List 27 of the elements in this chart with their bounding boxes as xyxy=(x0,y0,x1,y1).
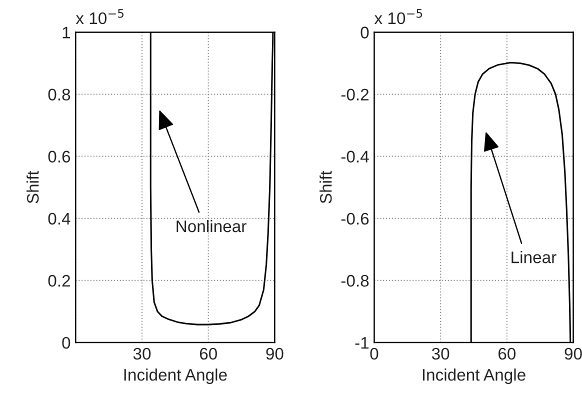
text: x 10$^{−5}$ xyxy=(374,9,422,24)
y-tick-label: 0.4 xyxy=(48,212,70,225)
y-tick-label: 0 xyxy=(62,336,70,349)
x-tick-label: 0 xyxy=(370,348,378,360)
x-tick-label: 30 xyxy=(133,348,151,360)
y-tick-label: 0.8 xyxy=(48,88,70,101)
x-tick-label: 30 xyxy=(432,348,450,360)
x-tick-label: 60 xyxy=(498,348,516,360)
y-tick-label: -0.2 xyxy=(341,88,369,101)
y-tick-label: -0.6 xyxy=(341,212,369,225)
y-tick-label: -1 xyxy=(355,337,369,349)
y-axis-title: Shift xyxy=(26,170,39,204)
x-tick-label: 90 xyxy=(564,348,582,360)
y-axis-title: Shift xyxy=(320,170,332,204)
y-tick-label: -0.8 xyxy=(341,274,369,287)
y-tick-label: 0.6 xyxy=(48,150,70,163)
x-axis-title: Incident Angle xyxy=(124,368,227,384)
y-tick-label: 1 xyxy=(62,26,70,38)
annotation: Nonlinear xyxy=(176,220,246,232)
text: x 10$^{−5}$ xyxy=(76,9,124,24)
x-axis-title: Incident Angle xyxy=(422,368,526,384)
x-tick-label: 60 xyxy=(200,348,217,360)
y-tick-label: 0 xyxy=(360,26,369,38)
y-tick-label: 0.2 xyxy=(48,274,70,287)
x-tick-label: 90 xyxy=(266,348,284,360)
annotation: Linear xyxy=(512,251,556,264)
y-tick-label: -0.4 xyxy=(341,150,369,163)
